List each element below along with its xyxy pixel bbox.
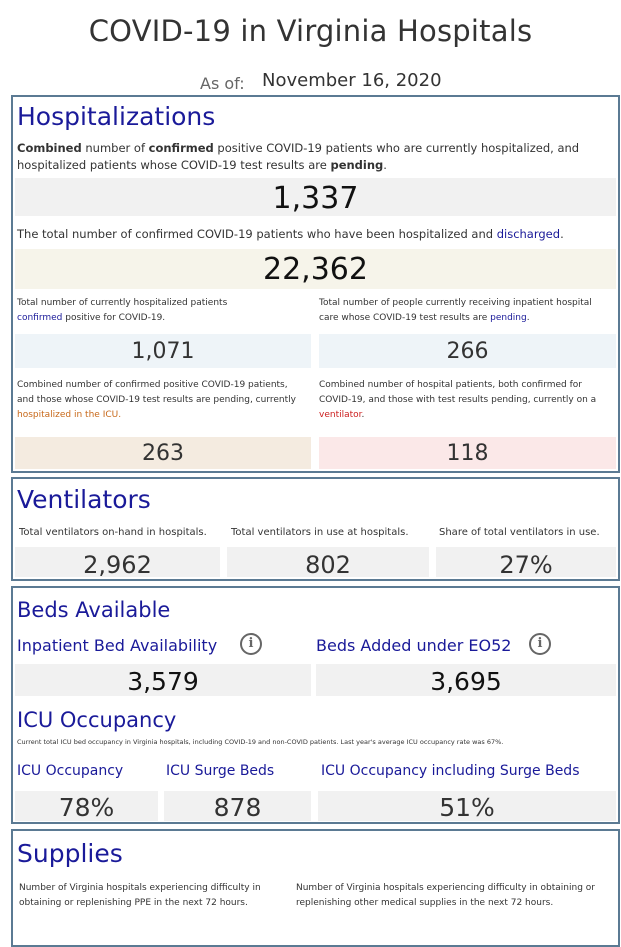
ventilator-word: ventilator — [319, 410, 362, 420]
as-of-label: As of: — [200, 74, 245, 93]
icu-hospitalized-value: 263 — [15, 437, 311, 469]
desc-text: COVID-19, and those with test results pe… — [319, 395, 597, 405]
pending-word: pending — [330, 158, 384, 172]
inuse-label: Total ventilators in use at hospitals. — [231, 527, 409, 538]
desc-text: replenishing other medical supplies in t… — [296, 898, 554, 908]
desc-text: hospitalized patients whose COVID-19 tes… — [17, 158, 331, 172]
desc-text: . — [560, 227, 564, 241]
ventilator-patient-description: Combined number of hospital patients, bo… — [319, 378, 616, 423]
eo52-info-icon[interactable]: i — [529, 633, 551, 655]
share-label: Share of total ventilators in use. — [439, 527, 600, 538]
inpatient-bed-label: Inpatient Bed Availability — [17, 636, 218, 655]
desc-text: . — [118, 410, 122, 420]
desc-text: Combined number of confirmed positive CO… — [17, 380, 288, 390]
desc-text: obtaining or replenishing PPE in the nex… — [19, 898, 248, 908]
eo52-beds-value: 3,695 — [316, 664, 616, 696]
beds-panel: Beds Available Inpatient Bed Availabilit… — [11, 586, 620, 824]
desc-text: Total number of currently hospitalized p… — [17, 298, 228, 308]
pending-description: Total number of people currently receivi… — [319, 296, 616, 326]
ventilators-inuse-value: 802 — [227, 547, 429, 579]
hospitalizations-panel: Hospitalizations Combined number of conf… — [11, 95, 620, 473]
pending-word: pending — [490, 313, 527, 323]
eo52-label: Beds Added under EO52 — [316, 636, 512, 655]
desc-text: Combined number of hospital patients, bo… — [319, 380, 582, 390]
surge-beds-label: ICU Surge Beds — [166, 763, 275, 779]
page-title: COVID-19 in Virginia Hospitals — [88, 14, 533, 48]
onhand-label: Total ventilators on-hand in hospitals. — [19, 527, 207, 538]
discharged-word: discharged — [496, 227, 561, 241]
icu-note: Current total ICU bed occupancy in Virgi… — [17, 738, 504, 746]
desc-text: . — [383, 158, 387, 172]
desc-text: Number of Virginia hospitals experiencin… — [296, 883, 595, 893]
combined-word: Combined — [17, 141, 82, 155]
supplies-panel: Supplies Number of Virginia hospitals ex… — [11, 829, 620, 947]
ventilators-heading: Ventilators — [17, 485, 151, 514]
desc-text: . — [361, 410, 365, 420]
hospitalizations-heading: Hospitalizations — [17, 102, 216, 131]
supplies-heading: Supplies — [17, 839, 123, 868]
desc-text: number of — [81, 141, 149, 155]
confirmed-description: Total number of currently hospitalized p… — [17, 296, 307, 326]
desc-text: The total number of confirmed COVID-19 p… — [17, 227, 497, 241]
occupancy-with-surge-label: ICU Occupancy including Surge Beds — [321, 763, 580, 779]
icu-occupancy-label: ICU Occupancy — [17, 763, 124, 779]
desc-text: care whose COVID-19 test results are — [319, 313, 491, 323]
surge-beds-value: 878 — [164, 791, 311, 822]
discharged-value: 22,362 — [15, 249, 616, 289]
discharged-description: The total number of confirmed COVID-19 p… — [17, 226, 612, 243]
on-ventilator-value: 118 — [319, 437, 616, 469]
as-of-date: November 16, 2020 — [262, 70, 442, 91]
ventilators-onhand-value: 2,962 — [15, 547, 220, 579]
inpatient-bed-value: 3,579 — [15, 664, 311, 696]
confirmed-hospitalized-value: 1,071 — [15, 334, 311, 368]
occupancy-with-surge-value: 51% — [318, 791, 616, 822]
combined-description: Combined number of confirmed positive CO… — [17, 140, 612, 174]
desc-text: . — [526, 313, 530, 323]
beds-heading: Beds Available — [17, 598, 171, 622]
icu-occupancy-heading: ICU Occupancy — [17, 708, 177, 732]
desc-text: Number of Virginia hospitals experiencin… — [19, 883, 261, 893]
ventilators-panel: Ventilators Total ventilators on-hand in… — [11, 477, 620, 581]
confirmed-word: confirmed — [148, 141, 214, 155]
inpatient-info-icon[interactable]: i — [240, 633, 262, 655]
ppe-description: Number of Virginia hospitals experiencin… — [19, 881, 299, 911]
confirmed-word: confirmed — [17, 313, 63, 323]
other-supplies-description: Number of Virginia hospitals experiencin… — [296, 881, 616, 911]
icu-phrase: hospitalized in the ICU — [17, 410, 119, 420]
desc-text: and those whose COVID-19 test results ar… — [17, 395, 296, 405]
desc-text: Total number of people currently receivi… — [319, 298, 592, 308]
desc-text: positive for COVID-19. — [62, 313, 166, 323]
pending-hospitalized-value: 266 — [319, 334, 616, 368]
combined-hospitalized-value: 1,337 — [15, 178, 616, 216]
icu-description: Combined number of confirmed positive CO… — [17, 378, 315, 423]
ventilators-share-value: 27% — [436, 547, 616, 579]
icu-occupancy-value: 78% — [15, 791, 158, 822]
desc-text: positive COVID-19 patients who are curre… — [213, 141, 580, 155]
